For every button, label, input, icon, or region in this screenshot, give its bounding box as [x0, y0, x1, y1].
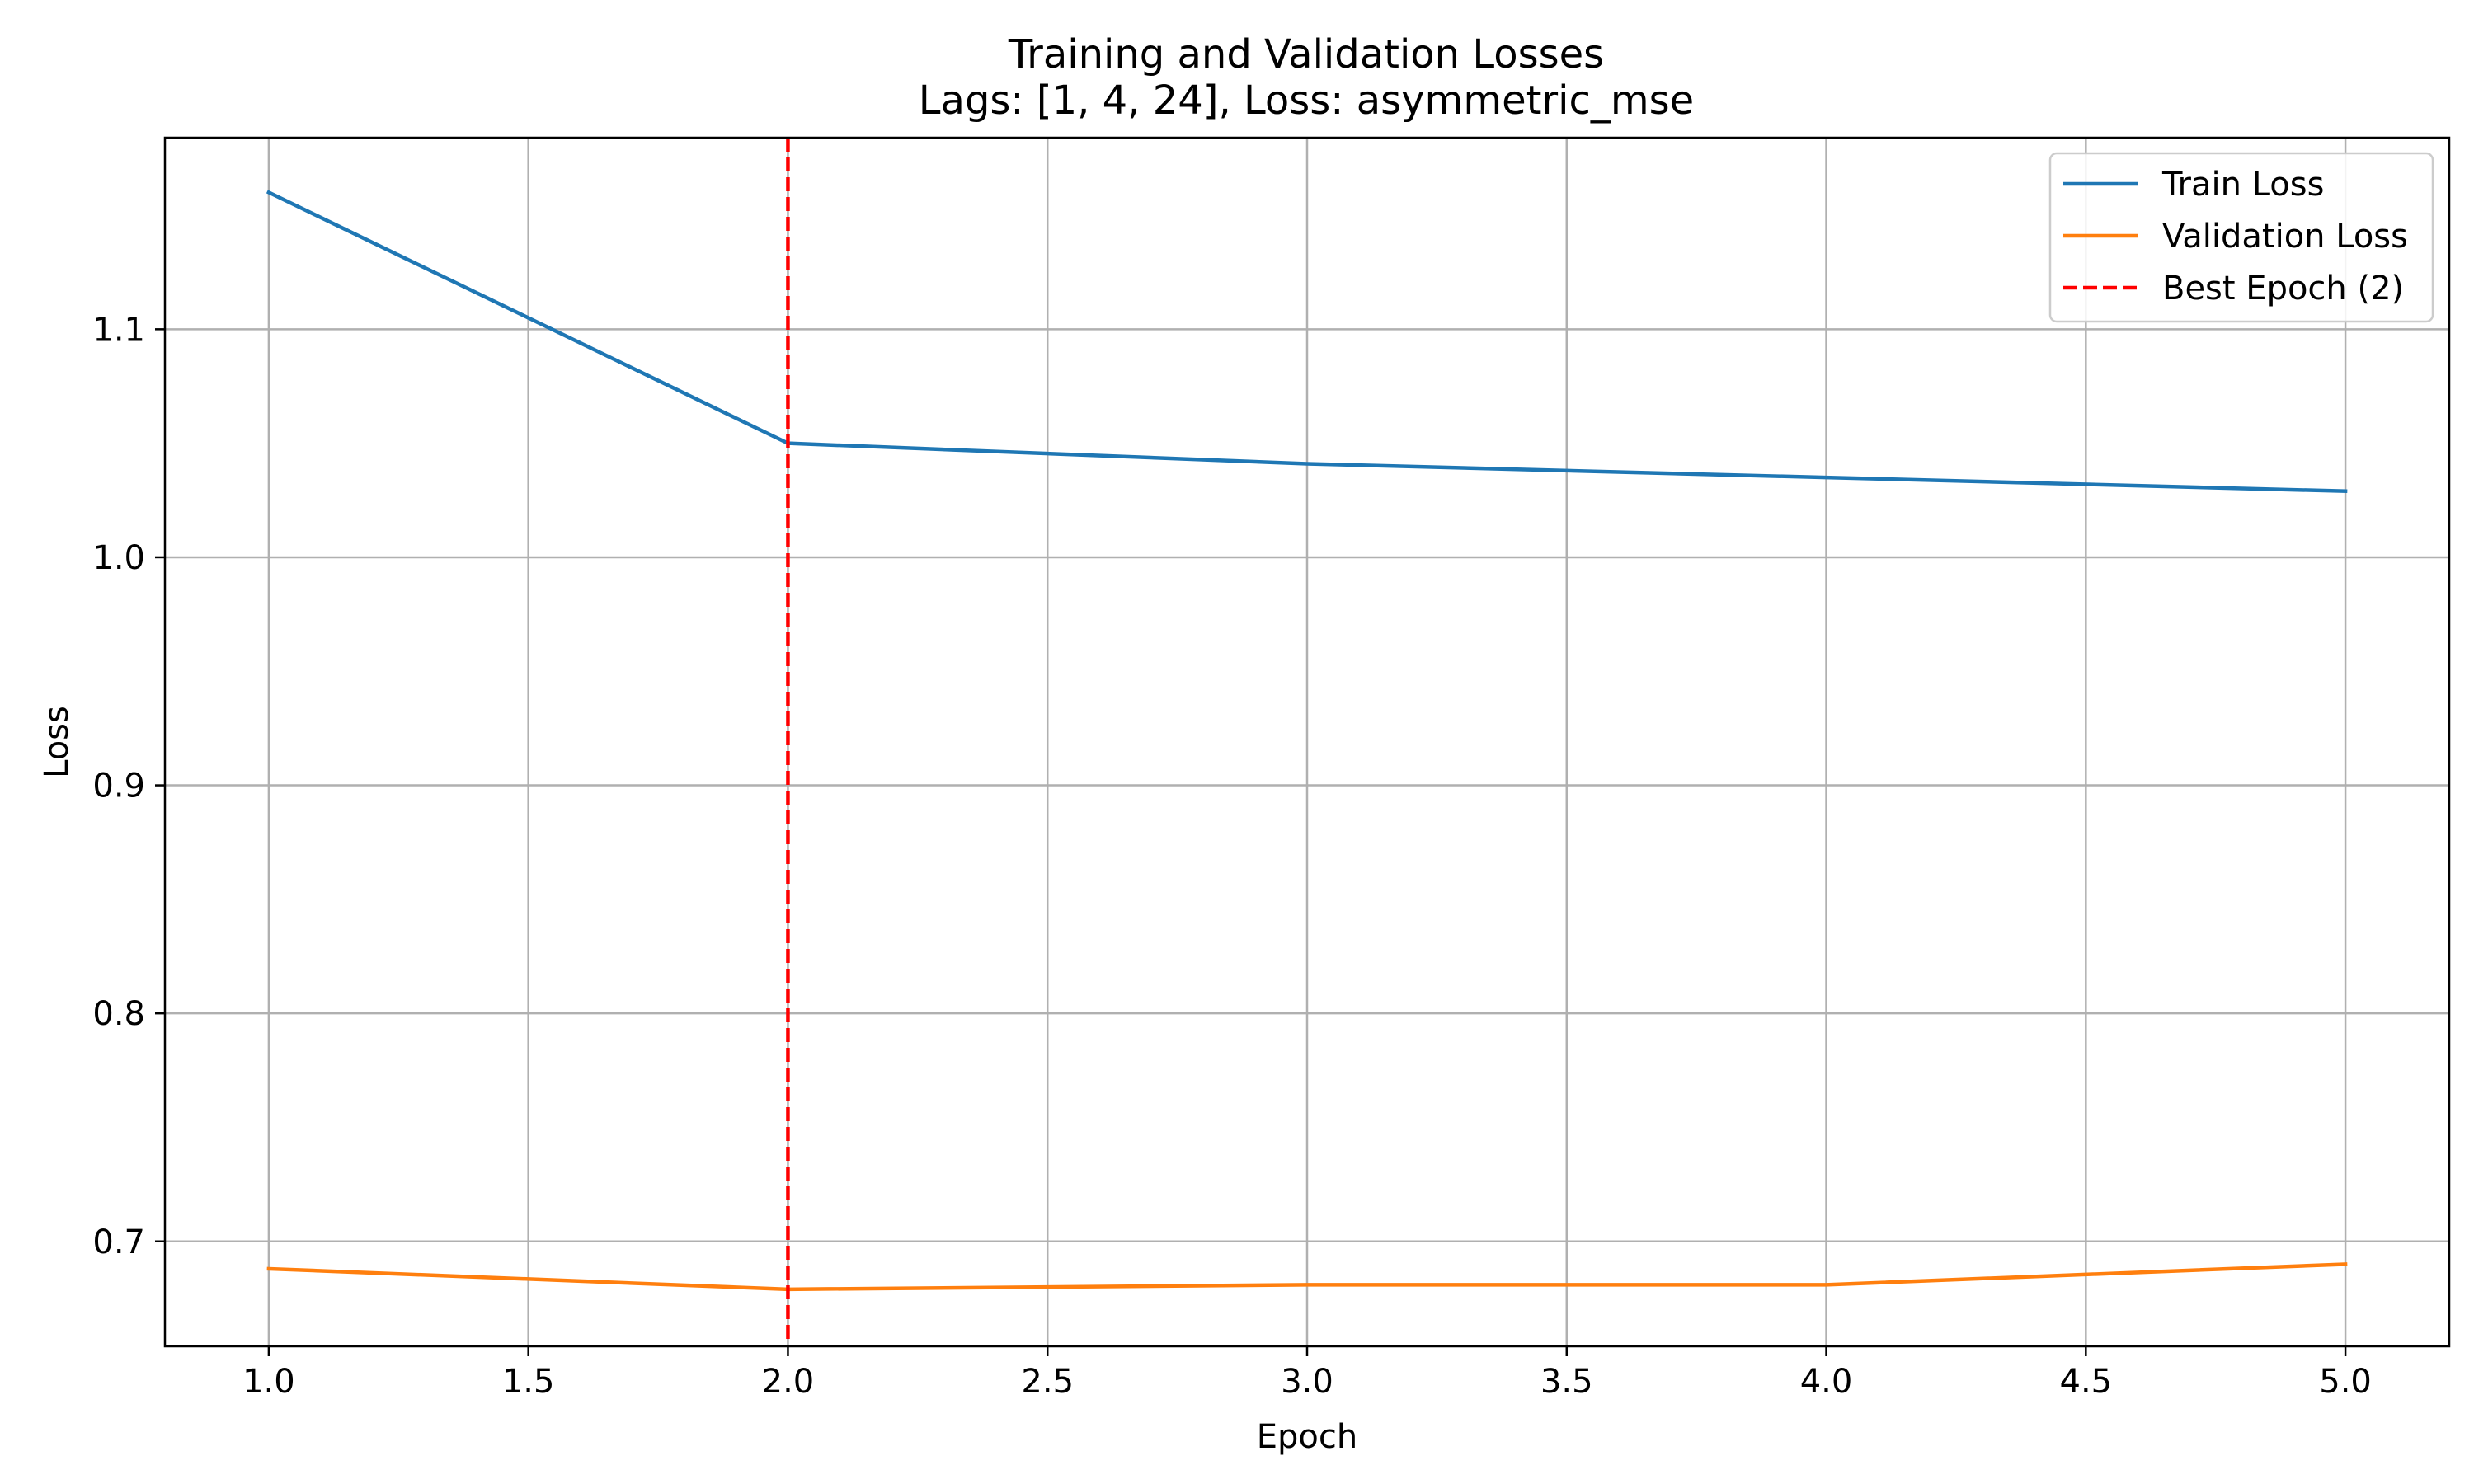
- series-line-1: [266, 1262, 2348, 1292]
- y-tick-label: 0.7: [92, 1223, 145, 1261]
- y-tick-label: 0.9: [92, 768, 145, 805]
- legend-label: Best Epoch (2): [2162, 270, 2404, 308]
- x-tick-label: 1.0: [242, 1363, 295, 1401]
- x-tick-label: 5.0: [2319, 1363, 2372, 1401]
- legend: Train Loss Validation Loss Best Epoch (2): [2048, 152, 2434, 323]
- x-tick-label: 3.0: [1281, 1363, 1333, 1401]
- y-tick-label: 1.0: [92, 539, 145, 577]
- x-tick-label: 1.5: [502, 1363, 555, 1401]
- data-layer: [266, 138, 2348, 1346]
- x-tick-label: 4.0: [1800, 1363, 1853, 1401]
- y-tick-label: 0.8: [92, 995, 145, 1033]
- x-tick-label: 2.0: [762, 1363, 815, 1401]
- x-axis-label: Epoch: [1257, 1418, 1357, 1456]
- axis-ticks: 1.0 1.5 2.0 2.5 3.0 3.5 4.0 4.5 5.0 0.7 0.8 0.9 1.0 1…: [92, 311, 2372, 1401]
- chart-title: Training and Validation Losses: [1008, 31, 1604, 77]
- legend-box: [2048, 152, 2434, 323]
- x-tick-label: 2.5: [1021, 1363, 1074, 1401]
- series-line-0: [266, 190, 2348, 494]
- x-tick-label: 4.5: [2060, 1363, 2113, 1401]
- legend-label: Validation Loss: [2162, 218, 2408, 256]
- chart-subtitle: Lags: [1, 4, 24], Loss: asymmetric_mse: [919, 77, 1694, 124]
- x-tick-label: 3.5: [1540, 1363, 1593, 1401]
- y-axis-label: Loss: [38, 706, 76, 778]
- legend-label: Train Loss: [2161, 166, 2324, 204]
- grid-lines: [165, 138, 2449, 1346]
- y-tick-label: 1.1: [92, 311, 145, 349]
